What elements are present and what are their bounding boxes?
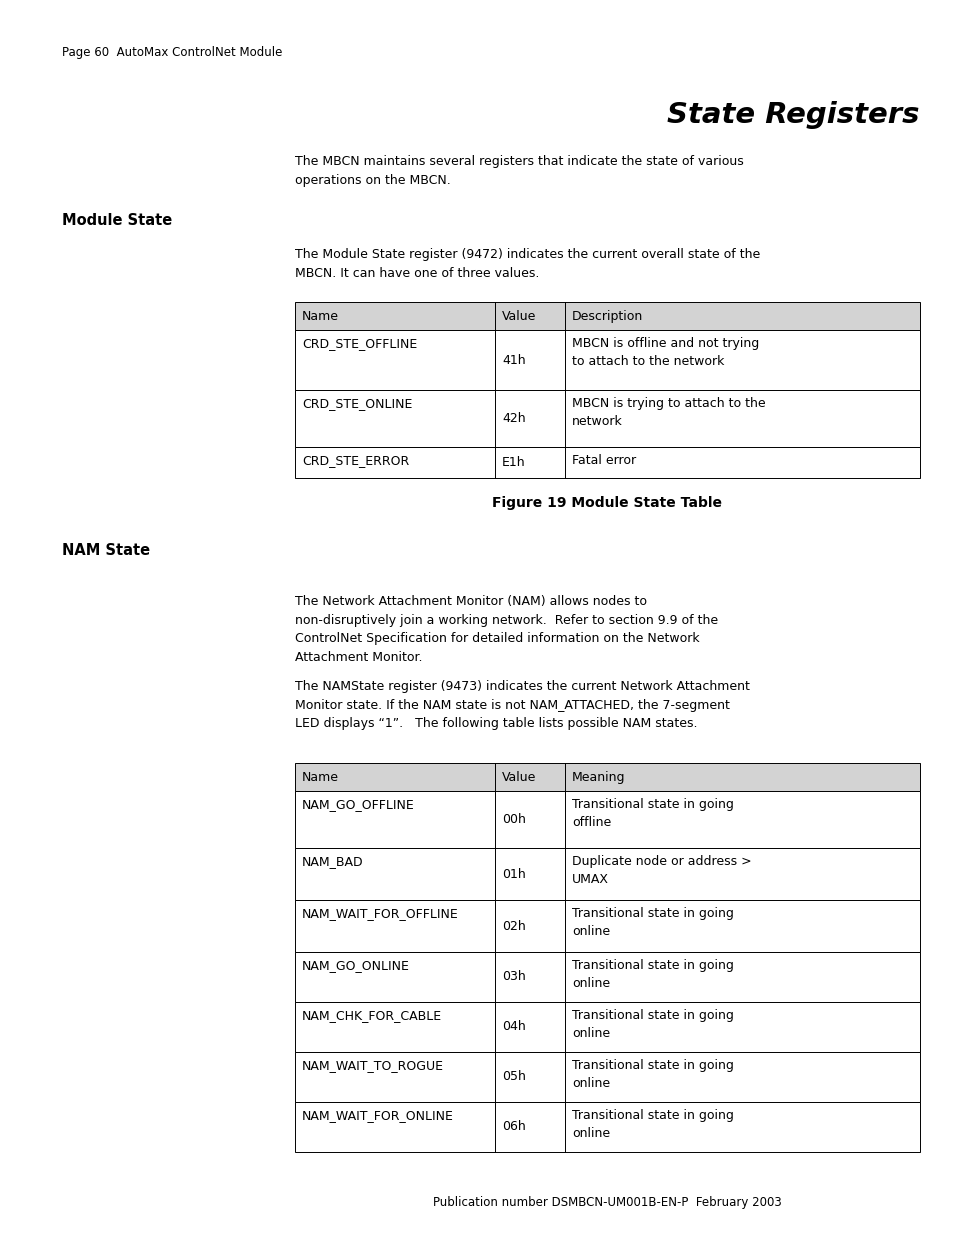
Text: Transitional state in going
online: Transitional state in going online — [572, 1009, 733, 1040]
Bar — [294, 952, 919, 1002]
Text: Value: Value — [501, 771, 536, 783]
Text: Figure 19 Module State Table: Figure 19 Module State Table — [492, 496, 721, 510]
Text: Meaning: Meaning — [572, 771, 625, 783]
Text: Page 60  AutoMax ControlNet Module: Page 60 AutoMax ControlNet Module — [62, 46, 282, 58]
Text: The NAMState register (9473) indicates the current Network Attachment
Monitor st: The NAMState register (9473) indicates t… — [294, 680, 749, 730]
Bar — [294, 790, 919, 848]
Text: Value: Value — [501, 310, 536, 322]
Bar — [294, 763, 919, 790]
Text: NAM_WAIT_FOR_OFFLINE: NAM_WAIT_FOR_OFFLINE — [302, 906, 458, 920]
Text: 02h: 02h — [501, 920, 525, 932]
Text: CRD_STE_ONLINE: CRD_STE_ONLINE — [302, 396, 412, 410]
Text: The Network Attachment Monitor (NAM) allows nodes to
non-disruptively join a wor: The Network Attachment Monitor (NAM) all… — [294, 595, 718, 663]
Text: 42h: 42h — [501, 412, 525, 425]
Text: NAM_GO_ONLINE: NAM_GO_ONLINE — [302, 960, 410, 972]
Text: Description: Description — [572, 310, 642, 322]
Text: MBCN is trying to attach to the
network: MBCN is trying to attach to the network — [572, 396, 765, 429]
Bar — [294, 848, 919, 900]
Text: NAM_WAIT_TO_ROGUE: NAM_WAIT_TO_ROGUE — [302, 1058, 443, 1072]
Text: NAM_BAD: NAM_BAD — [302, 855, 363, 868]
Text: Name: Name — [302, 771, 338, 783]
Text: Transitional state in going
online: Transitional state in going online — [572, 1109, 733, 1140]
Bar — [294, 390, 919, 447]
Text: NAM_GO_OFFLINE: NAM_GO_OFFLINE — [302, 798, 415, 811]
Text: Fatal error: Fatal error — [572, 454, 636, 467]
Text: Transitional state in going
offline: Transitional state in going offline — [572, 798, 733, 829]
Bar — [294, 1052, 919, 1102]
Text: 01h: 01h — [501, 867, 525, 881]
Text: CRD_STE_ERROR: CRD_STE_ERROR — [302, 454, 409, 467]
Bar — [294, 447, 919, 478]
Text: 03h: 03h — [501, 971, 525, 983]
Text: Module State: Module State — [62, 212, 172, 228]
Text: The Module State register (9472) indicates the current overall state of the
MBCN: The Module State register (9472) indicat… — [294, 248, 760, 279]
Text: CRD_STE_OFFLINE: CRD_STE_OFFLINE — [302, 337, 416, 350]
Bar — [294, 1102, 919, 1152]
Text: NAM_CHK_FOR_CABLE: NAM_CHK_FOR_CABLE — [302, 1009, 441, 1023]
Text: Transitional state in going
online: Transitional state in going online — [572, 960, 733, 990]
Text: 05h: 05h — [501, 1071, 525, 1083]
Text: Transitional state in going
online: Transitional state in going online — [572, 1058, 733, 1091]
Text: Duplicate node or address >
UMAX: Duplicate node or address > UMAX — [572, 855, 751, 885]
Text: 04h: 04h — [501, 1020, 525, 1034]
Text: Name: Name — [302, 310, 338, 322]
Text: E1h: E1h — [501, 456, 525, 469]
Bar — [294, 900, 919, 952]
Text: Transitional state in going
online: Transitional state in going online — [572, 906, 733, 939]
Text: NAM_WAIT_FOR_ONLINE: NAM_WAIT_FOR_ONLINE — [302, 1109, 454, 1123]
Bar — [294, 303, 919, 330]
Text: Publication number DSMBCN-UM001B-EN-P  February 2003: Publication number DSMBCN-UM001B-EN-P Fe… — [433, 1197, 781, 1209]
Text: 41h: 41h — [501, 353, 525, 367]
Bar — [294, 1002, 919, 1052]
Text: State Registers: State Registers — [667, 101, 919, 128]
Text: The MBCN maintains several registers that indicate the state of various
operatio: The MBCN maintains several registers tha… — [294, 156, 743, 186]
Text: 06h: 06h — [501, 1120, 525, 1134]
Bar — [294, 330, 919, 390]
Text: MBCN is offline and not trying
to attach to the network: MBCN is offline and not trying to attach… — [572, 337, 759, 368]
Text: 00h: 00h — [501, 813, 525, 826]
Text: NAM State: NAM State — [62, 543, 150, 558]
